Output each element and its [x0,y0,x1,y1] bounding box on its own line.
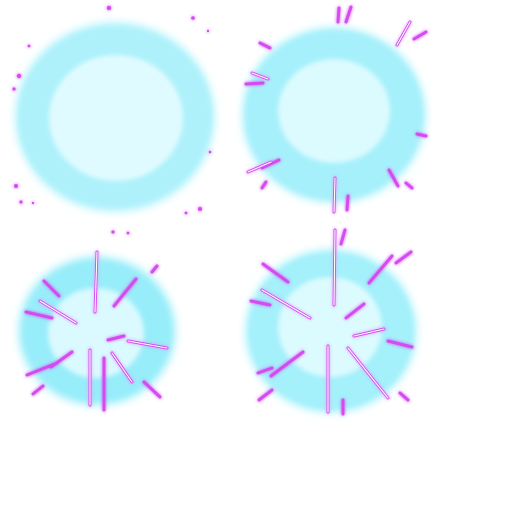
inner-core [278,59,390,163]
spark-streaks [249,228,414,416]
spark-streaks [244,5,428,214]
inner-core [278,277,382,377]
burst-frame-4 [245,228,417,416]
inner-core [49,55,183,181]
particle-dots [12,5,212,235]
burst-frame-2 [242,5,428,214]
burst-frame-1 [12,5,215,235]
spark-streaks [24,250,169,412]
inner-core [48,288,144,378]
burst-frame-3 [18,250,176,412]
